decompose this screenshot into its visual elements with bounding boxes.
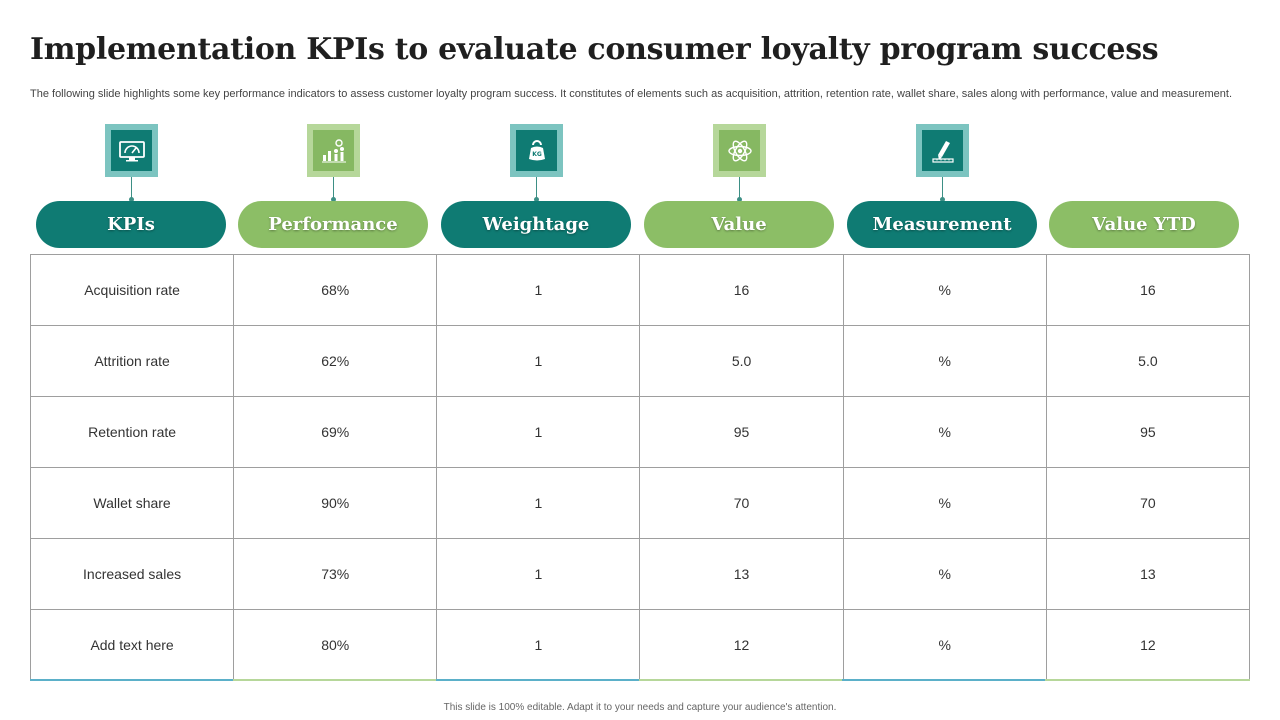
- table-cell-value-ytd: 12: [1045, 609, 1251, 681]
- icon-frame: KG: [510, 124, 563, 177]
- header-pill-performance: Performance: [238, 201, 428, 248]
- table-cell-measurement: %: [842, 396, 1047, 468]
- table-cell-measurement: %: [842, 467, 1047, 539]
- table-cell-kpi: Increased sales: [29, 538, 235, 610]
- column-accent-line: [233, 679, 436, 681]
- header-pill-weightage: Weightage: [441, 201, 631, 248]
- page-title: Implementation KPIs to evaluate consumer…: [30, 32, 1159, 67]
- table-row: Retention rate 69% 1 95 % 95: [29, 396, 1251, 468]
- table-cell-kpi: Retention rate: [29, 396, 235, 468]
- table-cell-value: 16: [639, 254, 844, 326]
- column-accent-line: [30, 679, 233, 681]
- column-accent-line: [436, 679, 639, 681]
- table-cell-weightage: 1: [436, 467, 641, 539]
- kettlebell-kg-icon: KG: [528, 139, 545, 160]
- table-cell-kpi: Acquisition rate: [29, 254, 235, 326]
- icon-frame: [105, 124, 158, 177]
- icon-frame: [713, 124, 766, 177]
- ruler-pencil-icon: [931, 140, 954, 163]
- table-cell-performance: 73%: [233, 538, 438, 610]
- column-header-value: Value: [644, 124, 834, 248]
- header-pill-measurement: Measurement: [847, 201, 1037, 248]
- table-cell-kpi: Wallet share: [29, 467, 235, 539]
- table-cell-value-ytd: 16: [1045, 254, 1251, 326]
- table-row: Add text here 80% 1 12 % 12: [29, 609, 1251, 681]
- column-accent-line: [842, 679, 1045, 681]
- icon-frame: [916, 124, 969, 177]
- table-cell-value: 70: [639, 467, 844, 539]
- column-accent-line: [1045, 679, 1250, 681]
- table-cell-kpi: Attrition rate: [29, 325, 235, 397]
- header-pill-value: Value: [644, 201, 834, 248]
- table-cell-kpi: Add text here: [29, 609, 235, 681]
- table-row: Attrition rate 62% 1 5.0 % 5.0: [29, 325, 1251, 397]
- table-cell-performance: 80%: [233, 609, 438, 681]
- header-pill-value-ytd: Value YTD: [1049, 201, 1239, 248]
- table-row: Increased sales 73% 1 13 % 13: [29, 538, 1251, 610]
- table-cell-weightage: 1: [436, 325, 641, 397]
- table-cell-value: 12: [639, 609, 844, 681]
- table-cell-measurement: %: [842, 609, 1047, 681]
- table-cell-value: 5.0: [639, 325, 844, 397]
- table-cell-weightage: 1: [436, 396, 641, 468]
- column-accent-line: [639, 679, 842, 681]
- table-row: Wallet share 90% 1 70 % 70: [29, 467, 1251, 539]
- table-cell-value: 95: [639, 396, 844, 468]
- table-cell-value-ytd: 5.0: [1045, 325, 1251, 397]
- footer-note: This slide is 100% editable. Adapt it to…: [443, 702, 837, 713]
- table-cell-performance: 62%: [233, 325, 438, 397]
- table-cell-value-ytd: 13: [1045, 538, 1251, 610]
- table-cell-measurement: %: [842, 538, 1047, 610]
- column-header-weightage: KG Weightage: [441, 124, 631, 248]
- kpi-table: Acquisition rate 68% 1 16 % 16 Attrition…: [29, 254, 1251, 681]
- page-subtitle: The following slide highlights some key …: [30, 88, 1233, 100]
- table-cell-weightage: 1: [436, 538, 641, 610]
- svg-text:KG: KG: [532, 151, 542, 158]
- table-cell-weightage: 1: [436, 254, 641, 326]
- header-pill-kpis: KPIs: [36, 201, 226, 248]
- table-cell-measurement: %: [842, 254, 1047, 326]
- column-header-kpis: KPIs: [36, 124, 226, 248]
- atom-icon: [727, 140, 752, 161]
- column-header-measurement: Measurement: [847, 124, 1037, 248]
- table-cell-weightage: 1: [436, 609, 641, 681]
- table-cell-performance: 69%: [233, 396, 438, 468]
- table-cell-performance: 90%: [233, 467, 438, 539]
- column-header-performance: Performance: [238, 124, 428, 248]
- table-cell-measurement: %: [842, 325, 1047, 397]
- column-header-value-ytd: Value YTD: [1049, 124, 1239, 248]
- bar-chart-people-icon: [321, 138, 346, 162]
- table-cell-value: 13: [639, 538, 844, 610]
- table-cell-performance: 68%: [233, 254, 438, 326]
- monitor-dashboard-icon: [118, 140, 145, 161]
- table-cell-value-ytd: 95: [1045, 396, 1251, 468]
- icon-frame: [307, 124, 360, 177]
- table-row: Acquisition rate 68% 1 16 % 16: [29, 254, 1251, 326]
- table-cell-value-ytd: 70: [1045, 467, 1251, 539]
